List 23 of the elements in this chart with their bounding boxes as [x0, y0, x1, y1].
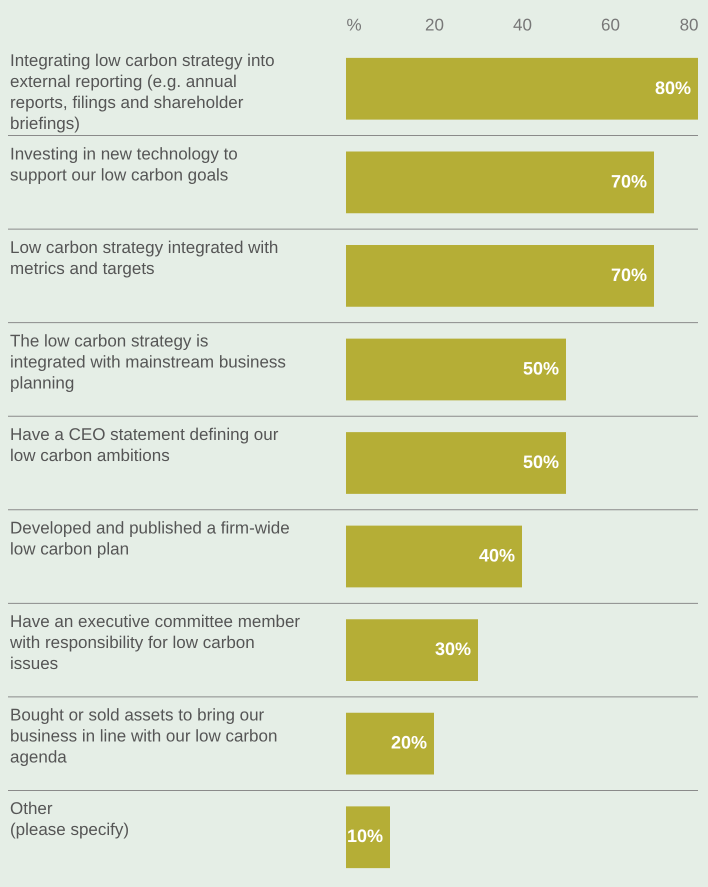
data-label: 50%	[522, 452, 559, 472]
y-tick-label: Have an executive committee member with responsibility for low carbon issues	[9, 612, 300, 674]
data-label: 20%	[390, 732, 427, 753]
y-tick-label: Bought or sold assets to bring our business in line with our low carbon agenda	[10, 706, 278, 767]
y-tick-label: Have a CEO statement defining our low carbon ambitions	[10, 425, 279, 465]
y-tick-label: The low carbon strategy is integrated with mainstream business planning	[10, 331, 286, 392]
data-label: 70%	[610, 171, 647, 192]
data-label: 30%	[434, 639, 471, 660]
data-label: 80%	[654, 78, 691, 98]
y-tick-label: Developed and published a firm-wide low carbon plan	[10, 518, 290, 559]
y-tick-label: Investing in new technology to support our low carbon goals	[10, 144, 238, 184]
x-tick-label: 80	[680, 16, 698, 34]
x-tick-label: 20	[425, 16, 444, 34]
data-label: 40%	[478, 546, 515, 566]
y-tick-label: Other (please specify)	[10, 799, 130, 840]
data-label: 70%	[610, 264, 647, 285]
data-label: 50%	[522, 358, 559, 378]
y-tick-label: Low carbon strategy integrated with metrics and targets	[10, 238, 278, 278]
x-tick-label: %	[346, 16, 362, 34]
x-tick-label: 40	[513, 16, 532, 34]
data-label: 10%	[346, 826, 383, 846]
x-tick-label: 60	[601, 16, 620, 34]
y-tick-label: Integrating low carbon strategy into external reporting (e.g. annual reports, filings and shareholder briefings)	[10, 50, 275, 133]
